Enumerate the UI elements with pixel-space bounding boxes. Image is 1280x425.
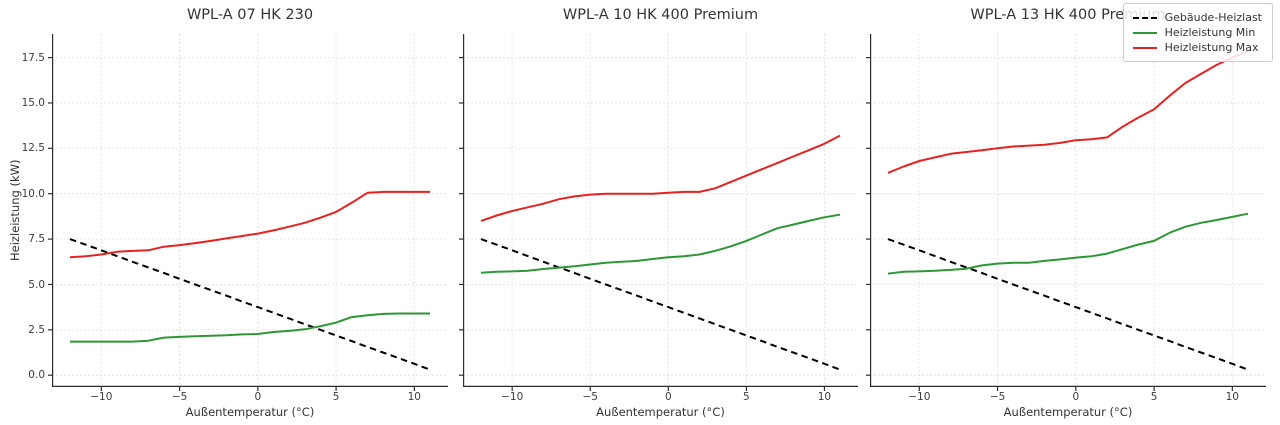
- x-tick-label: −10: [90, 391, 113, 403]
- legend-label: Heizleistung Max: [1164, 41, 1259, 54]
- legend-label: Heizleistung Min: [1164, 26, 1256, 39]
- legend-item-heizleistung-min: Heizleistung Min: [1132, 25, 1262, 40]
- x-tick-label: 0: [1072, 391, 1080, 403]
- x-tick-label: 0: [254, 391, 262, 403]
- x-tick-label: 10: [1225, 391, 1239, 403]
- x-tick-label: −5: [582, 391, 598, 403]
- x-tick-label: −5: [989, 391, 1006, 403]
- dashed-line-icon: [1132, 16, 1157, 19]
- green-line-icon: [1132, 31, 1157, 34]
- legend-item-heizleistung-max: Heizleistung Max: [1132, 40, 1262, 55]
- axes-plot-2: [459, 34, 858, 391]
- red-line-icon: [1132, 46, 1157, 49]
- legend: Gebäude-Heizlast Heizleistung Min Heizle…: [1122, 3, 1273, 62]
- x-tick-labels-plot-2: −10 −5 0 5 10: [463, 391, 858, 405]
- chart-title-wpl-a-07: WPL-A 07 HK 230: [186, 7, 314, 23]
- y-tick-label: 15.0: [21, 97, 45, 109]
- legend-label: Gebäude-Heizlast: [1164, 11, 1262, 24]
- x-axis-label-plot-1: Außentemperatur (°C): [185, 405, 315, 419]
- x-tick-label: 5: [332, 391, 340, 403]
- axes-plot-1: [48, 34, 448, 391]
- axes-plot-3: [866, 34, 1266, 391]
- chart-title-wpl-a-13: WPL-A 13 HK 400 Premium: [970, 7, 1166, 23]
- y-tick-label: 10.0: [21, 187, 45, 200]
- x-tick-labels-plot-1: −10 −5 0 5 10: [52, 391, 448, 405]
- y-tick-label: 0.0: [28, 369, 45, 382]
- x-tick-label: −10: [908, 391, 931, 403]
- x-tick-label: −10: [501, 391, 524, 403]
- y-tick-label: 12.5: [21, 142, 45, 155]
- y-tick-label: 5.0: [28, 278, 45, 291]
- x-tick-label: 0: [664, 391, 672, 403]
- chart-title-wpl-a-10: WPL-A 10 HK 400 Premium: [562, 7, 759, 23]
- y-tick-label: 17.5: [21, 51, 45, 64]
- x-tick-label: 5: [743, 391, 750, 403]
- y-tick-labels: 0.0 2.5 5.0 7.5 10.0 12.5 15.0 17.5: [0, 34, 45, 387]
- x-tick-label: −5: [171, 391, 188, 403]
- x-tick-label: 10: [407, 391, 421, 403]
- x-tick-label: 5: [1150, 391, 1158, 403]
- y-tick-label: 2.5: [28, 323, 45, 336]
- y-tick-label: 7.5: [28, 233, 45, 246]
- x-axis-label-plot-2: Außentemperatur (°C): [596, 405, 725, 419]
- x-tick-label: 10: [817, 391, 832, 403]
- legend-item-gebaeude-heizlast: Gebäude-Heizlast: [1132, 10, 1262, 25]
- x-tick-labels-plot-3: −10 −5 0 5 10: [870, 391, 1266, 405]
- x-axis-label-plot-3: Außentemperatur (°C): [1003, 405, 1133, 419]
